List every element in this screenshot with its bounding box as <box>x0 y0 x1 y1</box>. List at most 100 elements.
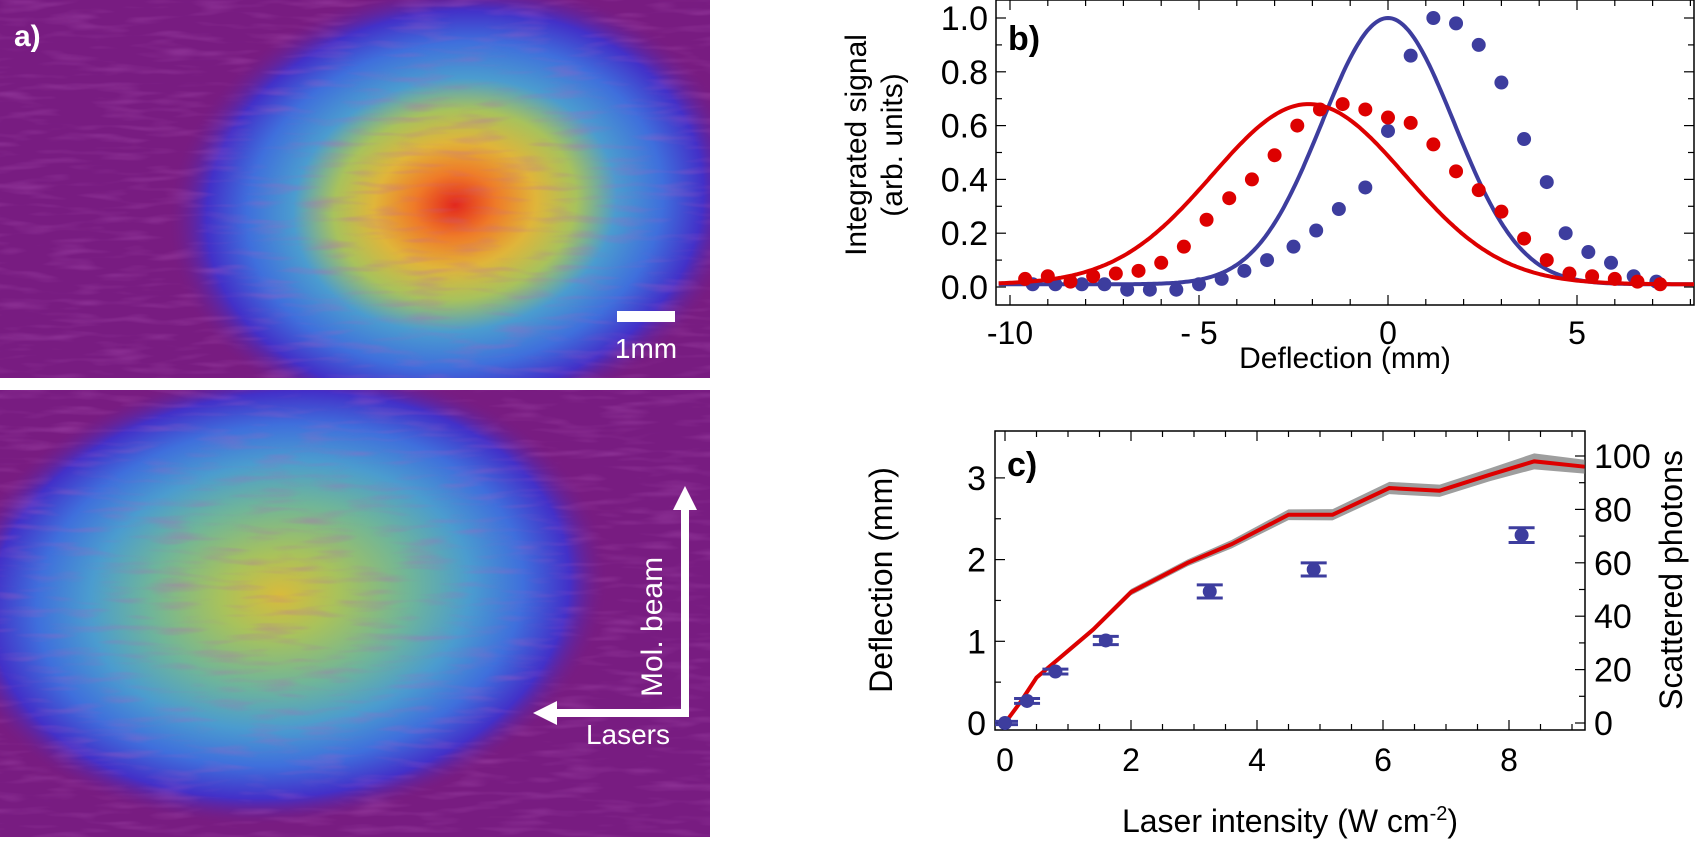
data-point-blue <box>1558 226 1573 241</box>
data-point-blue <box>1517 132 1532 147</box>
data-point-blue <box>1426 11 1441 25</box>
panel-a-top-image <box>0 0 710 378</box>
noise-texture <box>0 0 710 378</box>
data-point-red <box>1244 172 1259 187</box>
y-tick-label-right: 100 <box>1594 438 1651 476</box>
x-tick-label: 8 <box>1500 742 1518 778</box>
data-point-measured <box>1020 693 1035 708</box>
data-point-blue <box>1494 75 1509 90</box>
data-point-blue <box>1309 223 1324 238</box>
lasers-label: Lasers <box>586 719 670 750</box>
data-point-measured <box>1098 633 1113 648</box>
data-point-red <box>1517 231 1532 246</box>
data-point-blue <box>1604 255 1619 270</box>
data-point-blue <box>1120 282 1135 297</box>
data-point-blue <box>1403 48 1418 63</box>
data-point-measured <box>1202 584 1217 599</box>
y-tick-label: 0.4 <box>941 161 988 199</box>
y-tick-label: 1 <box>967 623 986 661</box>
data-point-red <box>1290 118 1305 133</box>
data-point-red <box>1585 269 1600 284</box>
xlabel-text: Laser intensity (W cm <box>1122 803 1430 839</box>
panel-b-xlabel: Deflection (mm) <box>1239 342 1451 375</box>
data-point-measured <box>1514 528 1529 543</box>
data-point-blue <box>1539 175 1554 190</box>
data-point-red <box>1086 269 1101 284</box>
y-tick-label-right: 40 <box>1594 598 1632 636</box>
arrow-up-icon <box>673 486 697 510</box>
x-tick-label: 4 <box>1248 742 1266 778</box>
data-point-red <box>1539 253 1554 268</box>
y-tick-label-right: 60 <box>1594 545 1632 583</box>
fit-curve-blue <box>998 15 1694 287</box>
data-point-blue <box>1581 245 1596 260</box>
data-point-blue <box>1260 253 1275 268</box>
data-point-blue <box>1214 271 1229 286</box>
data-point-blue <box>1471 37 1486 52</box>
data-point-red <box>1199 212 1214 227</box>
xlabel-close: ) <box>1447 803 1458 839</box>
data-point-blue <box>1097 277 1112 292</box>
x-tick-label: 5 <box>1568 315 1586 351</box>
data-point-blue <box>1237 263 1252 278</box>
data-point-red <box>1562 266 1577 281</box>
data-point-red <box>1471 183 1486 198</box>
panel-b-chart: -10 - 5 0 5 0.0 0.2 0.4 0.6 0.8 1.0 b) Deflection… <box>840 0 1695 375</box>
data-point-red <box>1653 277 1668 292</box>
y-tick-label-right: 0 <box>1594 705 1613 743</box>
data-point-red <box>1426 137 1441 152</box>
mol-beam-arrow-shaft <box>681 505 689 713</box>
mol-beam-label: Mol. beam <box>636 557 669 697</box>
data-point-red <box>1312 102 1327 117</box>
arrow-left-icon <box>533 701 557 725</box>
y-tick-label: 2 <box>967 542 986 580</box>
panel-c-ylabel-right: Scattered photons <box>1653 450 1689 710</box>
data-point-blue <box>1381 123 1395 138</box>
data-point-blue <box>1074 277 1089 292</box>
data-point-red <box>1494 204 1509 219</box>
y-tick-label: 0.6 <box>941 108 988 146</box>
panel-b-frame <box>995 0 1695 306</box>
data-point-red <box>1403 115 1418 130</box>
x-tick-label: 2 <box>1122 742 1140 778</box>
data-point-red <box>1018 271 1033 286</box>
data-point-red <box>1222 191 1237 206</box>
y-tick-label: 0.2 <box>941 215 988 253</box>
simulation-uncertainty-band <box>1005 453 1585 725</box>
noise-texture <box>0 390 710 837</box>
x-tick-label: 0 <box>996 742 1014 778</box>
data-point-measured <box>1306 562 1321 577</box>
scale-bar <box>617 311 675 322</box>
x-tick-label: -10 <box>987 315 1033 351</box>
data-point-red <box>1176 239 1191 254</box>
y-tick-label: 0 <box>967 705 986 743</box>
data-point-red <box>1630 274 1645 289</box>
data-point-red <box>1381 110 1395 125</box>
panel-c-xlabel: Laser intensity (W cm-2) <box>1122 803 1458 839</box>
data-point-measured <box>998 716 1012 730</box>
data-point-blue <box>1449 16 1464 31</box>
panel-b-ylabel: Integrated signal <box>840 34 873 256</box>
data-point-blue <box>1331 201 1346 216</box>
simulation-line <box>1003 459 1585 725</box>
scale-bar-label: 1mm <box>615 333 677 364</box>
data-point-measured <box>1048 664 1063 679</box>
panel-b-label: b) <box>1008 20 1040 58</box>
data-point-red <box>1131 263 1146 278</box>
data-point-blue <box>1286 239 1301 254</box>
data-point-red <box>1267 148 1282 163</box>
data-point-red <box>1108 266 1123 281</box>
data-point-red <box>1154 255 1169 270</box>
data-point-red <box>1040 269 1055 284</box>
panel-a-bottom-image <box>0 390 710 837</box>
data-point-blue <box>1192 277 1206 292</box>
panel-c-frame <box>994 430 1586 731</box>
panel-a-label: a) <box>14 20 41 53</box>
xlabel-superscript: -2 <box>1430 803 1448 825</box>
x-tick-label: 0 <box>1379 315 1397 351</box>
panel-c-ylabel-left: Deflection (mm) <box>863 467 899 693</box>
data-point-red <box>1358 102 1373 117</box>
lasers-arrow-shaft <box>553 709 689 717</box>
